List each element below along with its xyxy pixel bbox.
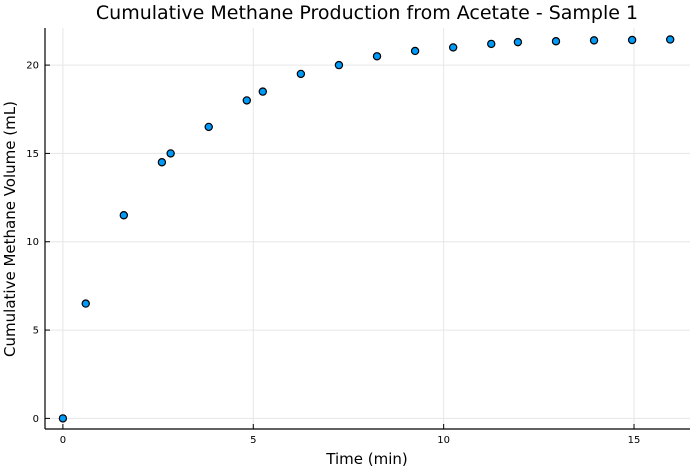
data-point (372, 52, 382, 61)
data-point (627, 35, 637, 45)
y-tick-label: 15 (26, 149, 39, 160)
y-tick-label: 0 (33, 414, 39, 425)
data-point (258, 87, 267, 96)
y-tick-label: 5 (33, 326, 39, 337)
x-tick-label: 10 (437, 435, 450, 446)
grid-layer (45, 28, 690, 429)
data-point (666, 35, 675, 44)
data-point (410, 46, 420, 56)
data-point (119, 211, 129, 220)
data-point (334, 60, 344, 70)
data-point (487, 39, 496, 49)
x-tick-label: 0 (60, 435, 66, 446)
y-axis-label: Cumulative Methane Volume (mL) (1, 101, 19, 357)
data-point (448, 43, 458, 52)
data-point (166, 149, 175, 158)
chart-title: Cumulative Methane Production from Aceta… (96, 2, 638, 24)
x-axis-label: Time (min) (325, 450, 407, 468)
data-point (204, 122, 213, 132)
data-point (58, 414, 68, 423)
y-tick-label: 10 (26, 237, 39, 248)
x-tick-label: 15 (628, 435, 641, 446)
points-layer (58, 35, 675, 423)
ticks-layer: 0 5 10 15 0 5 10 15 20 (26, 61, 640, 446)
axes-layer (44, 28, 690, 430)
data-point (513, 37, 523, 47)
data-point (589, 36, 599, 45)
x-tick-label: 5 (250, 435, 256, 446)
data-point (242, 96, 252, 105)
data-point (81, 299, 90, 308)
y-tick-label: 20 (26, 61, 39, 72)
data-point (157, 158, 167, 167)
data-point (551, 37, 561, 46)
data-point (296, 69, 306, 79)
